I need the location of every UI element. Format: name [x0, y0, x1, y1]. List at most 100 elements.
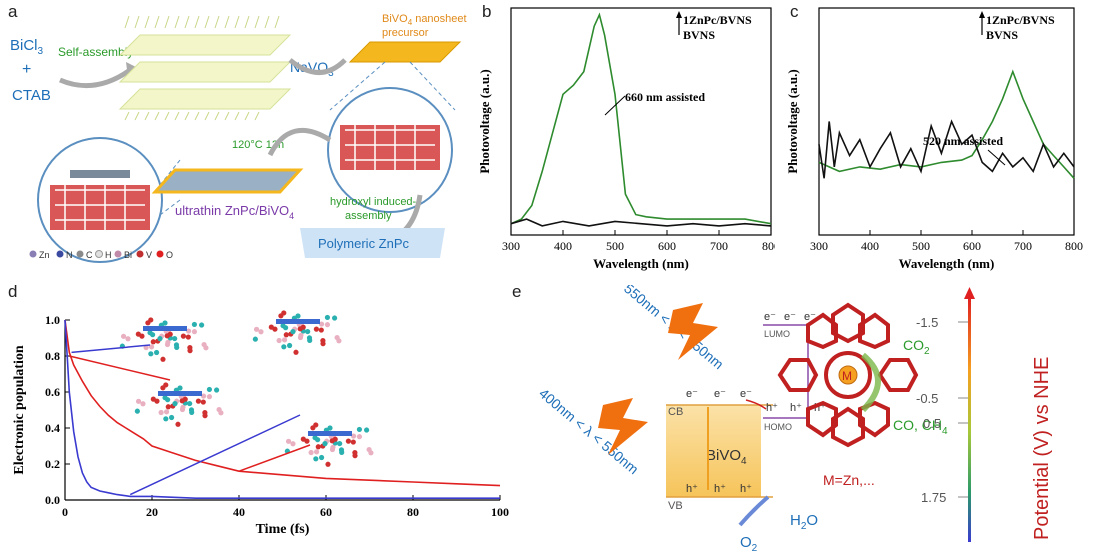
x-tick-label: 300 — [502, 239, 520, 253]
o2-label: O2 — [740, 534, 758, 553]
y-axis-label: Photovoltage (a.u.) — [785, 69, 800, 173]
y-tick-label: 0.6 — [45, 385, 60, 399]
plus-label: + — [22, 61, 31, 78]
svg-text:h⁺: h⁺ — [714, 483, 726, 495]
svg-text:h⁺: h⁺ — [740, 483, 752, 495]
micelle-stack — [120, 16, 290, 120]
self-assembly-label: Self-assembly — [58, 45, 133, 59]
x-tick-label: 40 — [233, 505, 245, 519]
chart-b: 300 400 500 600 700 800 Wavelength (nm) Photovo… — [475, 0, 775, 275]
y-axis-label: Electronic population — [12, 345, 27, 474]
x-tick-label: 100 — [491, 505, 509, 519]
precursor-sheet — [350, 42, 460, 62]
svg-text:H: H — [105, 250, 112, 260]
x-tick-label: 60 — [320, 505, 332, 519]
pointer-arrow-blue-2 — [130, 415, 300, 495]
plot-frame — [819, 8, 1074, 235]
svg-text:Bi: Bi — [124, 250, 132, 260]
hydroxyl-label-1: hydroxyl induced- — [330, 196, 417, 208]
potential-scale-bar — [968, 297, 971, 542]
svg-text:h⁺: h⁺ — [766, 402, 778, 414]
x-axis-label: Time (fs) — [256, 522, 310, 537]
crystal-structure-precursor — [340, 125, 440, 170]
series-line-1 — [819, 122, 1074, 179]
x-tick-label: 800 — [1065, 239, 1083, 253]
precursor-label-1: BiVO4 nanosheet — [382, 13, 467, 27]
pointer-arrow-red-1 — [69, 356, 170, 380]
annotation-label: 520 nm assisted — [923, 134, 1003, 148]
svg-text:e⁻: e⁻ — [686, 388, 698, 400]
polymeric-label: Polymeric ZnPc — [318, 236, 410, 251]
hydroxyl-label-2: assembly — [345, 210, 392, 222]
legend-arrowhead — [979, 11, 985, 18]
panel-a-schematic: BiCl3 + CTAB Self-assembly NaVO3 BiVO4 n… — [0, 0, 470, 275]
x-tick-label: 500 — [606, 239, 624, 253]
svg-text:O: O — [166, 250, 173, 260]
metal-label: M — [842, 369, 852, 383]
svg-text:e⁻: e⁻ — [714, 388, 726, 400]
y-axis-label: Photovoltage (a.u.) — [477, 69, 492, 173]
lumo-label: LUMO — [764, 329, 790, 339]
series-line-0 — [511, 15, 771, 224]
legend-arrowhead — [676, 11, 682, 18]
y-tick-label: 0.2 — [45, 457, 60, 471]
potential-axis-label: Potential (V) vs NHE — [1031, 357, 1053, 540]
y-tick-label: 0.0 — [45, 493, 60, 507]
potential-tick-4: 1.75 — [921, 490, 946, 505]
precursor-label-2: precursor — [382, 27, 429, 39]
homo-label: HOMO — [764, 422, 792, 432]
y-tick-label: 0.8 — [45, 349, 60, 363]
series-line-0 — [819, 72, 1074, 179]
x-axis-label: Wavelength (nm) — [899, 256, 995, 271]
ultrathin-label: ultrathin ZnPc/BiVO4 — [175, 203, 294, 221]
ctab-label: CTAB — [12, 87, 51, 104]
mzn-label: M=Zn,... — [823, 472, 875, 488]
x-tick-label: 500 — [912, 239, 930, 253]
potential-tick-3: 0.5 — [923, 416, 941, 431]
svg-text:N: N — [66, 250, 73, 260]
x-tick-label: 400 — [554, 239, 572, 253]
molecule-snapshot-3 — [285, 422, 374, 467]
legend-entry: BVNS — [683, 28, 715, 42]
arrow-hydrothermal — [270, 130, 330, 155]
molecule-snapshot-2 — [135, 382, 224, 427]
x-tick-label: 0 — [62, 505, 68, 519]
x-tick-label: 700 — [1014, 239, 1032, 253]
x-axis-label: Wavelength (nm) — [593, 256, 689, 271]
svg-text:e⁻: e⁻ — [764, 311, 776, 323]
annotation-label: 660 nm assisted — [625, 90, 705, 104]
composite-sheet — [155, 170, 300, 192]
pointer-arrow-red-2 — [239, 445, 310, 471]
svg-text:C: C — [86, 250, 93, 260]
x-tick-label: 400 — [861, 239, 879, 253]
plot-frame — [511, 8, 771, 235]
potential-tick-1: -1.5 — [916, 315, 938, 330]
svg-text:h⁺: h⁺ — [790, 402, 802, 414]
svg-text:e⁻: e⁻ — [740, 388, 752, 400]
x-tick-label: 20 — [146, 505, 158, 519]
pointer-arrow-blue-1 — [72, 345, 150, 352]
x-tick-label: 600 — [963, 239, 981, 253]
legend-entry: 1ZnPc/BVNS — [683, 13, 752, 27]
chart-c: 300 400 500 600 700 800 Wavelength (nm) Photovo… — [783, 0, 1083, 275]
vb-label: VB — [668, 500, 683, 512]
legend-entry: BVNS — [986, 28, 1018, 42]
co2-label: CO2 — [903, 337, 930, 357]
x-tick-label: 300 — [810, 239, 828, 253]
svg-text:e⁻: e⁻ — [784, 311, 796, 323]
water-oxidation-arrow — [740, 497, 768, 525]
x-tick-label: 600 — [658, 239, 676, 253]
bicl3-label: BiCl3 — [10, 37, 44, 57]
molecule-snapshot-0 — [120, 317, 209, 362]
chart-d: 0 20 40 60 80 100 0.0 0.2 0.4 0.6 0.8 1.0 Time (fs) E… — [0, 285, 515, 553]
potential-tick-2: -0.5 — [916, 391, 938, 406]
x-tick-label: 800 — [762, 239, 775, 253]
svg-text:V: V — [146, 250, 152, 260]
x-tick-label: 700 — [710, 239, 728, 253]
arrow-self-assembly — [60, 70, 130, 86]
y-tick-label: 1.0 — [45, 313, 60, 327]
svg-text:Zn: Zn — [39, 250, 50, 260]
svg-text:h⁺: h⁺ — [686, 483, 698, 495]
legend-entry: 1ZnPc/BVNS — [986, 13, 1055, 27]
molecule-snapshot-1 — [253, 310, 342, 355]
